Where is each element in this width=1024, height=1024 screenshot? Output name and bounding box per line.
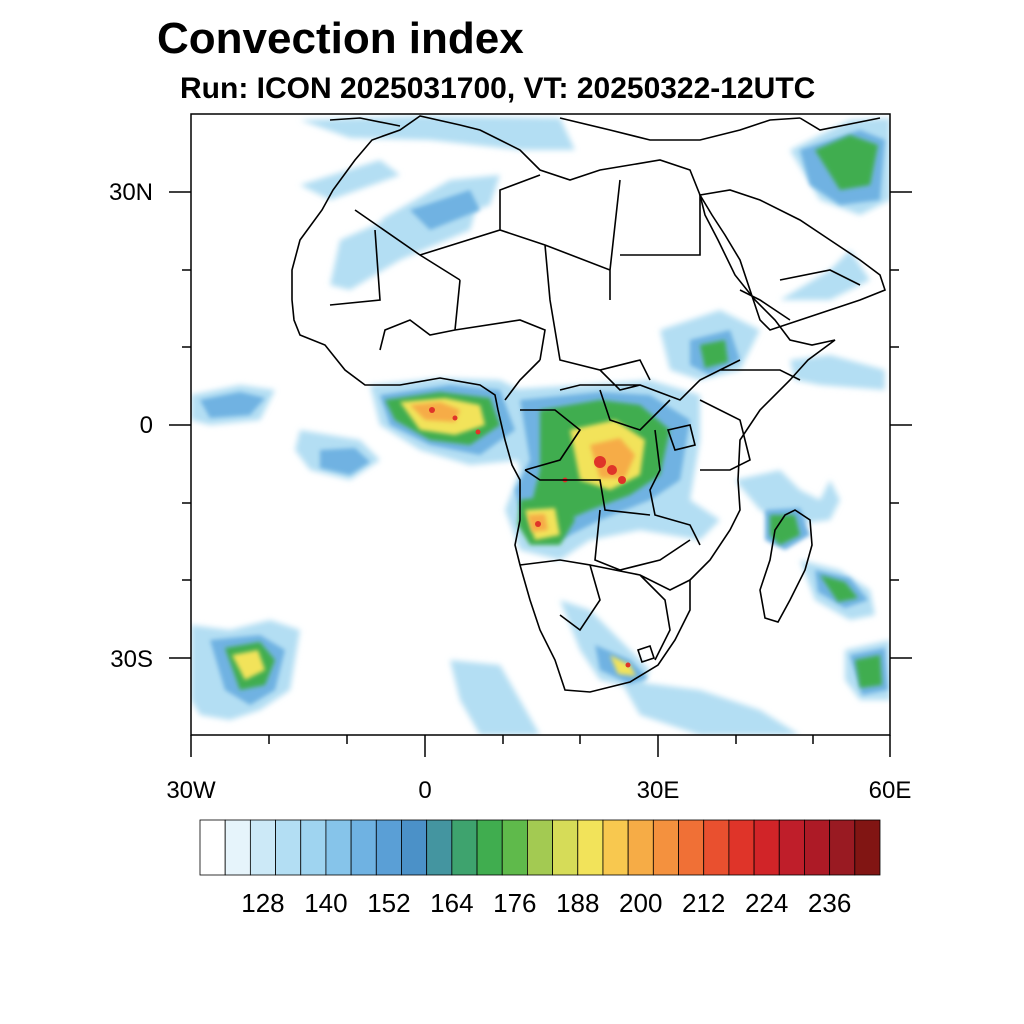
colorbar-swatch: [350, 819, 377, 876]
colorbar-label: 128: [241, 888, 284, 918]
colorbar-swatch: [501, 819, 528, 876]
colorbar-swatch: [199, 819, 226, 876]
coastlines: [291, 115, 886, 693]
colorbar-swatch: [652, 819, 679, 876]
colorbar-swatch: [249, 819, 276, 876]
colorbar-swatch: [426, 819, 453, 876]
colorbar-label: 236: [808, 888, 851, 918]
colorbar-swatch: [753, 819, 780, 876]
colorbar-label: 176: [493, 888, 536, 918]
colorbar-label: 152: [367, 888, 410, 918]
colorbar-label: 200: [619, 888, 662, 918]
colorbar-swatch: [577, 819, 604, 876]
colorbar-swatch: [325, 819, 352, 876]
colorbar-swatch: [451, 819, 478, 876]
lat-label-30n: 30N: [109, 179, 153, 206]
colorbar-swatch: [854, 819, 881, 876]
colorbar-swatch: [778, 819, 805, 876]
colorbar-swatch: [552, 819, 579, 876]
map-title: Convection index: [157, 14, 524, 63]
colorbar-label: 224: [745, 888, 788, 918]
lon-label-30e: 30E: [637, 777, 680, 804]
colorbar-swatch: [300, 819, 327, 876]
lon-label-0: 0: [418, 777, 431, 804]
colorbar-labels: 128 140 152 164 176 188 200 212 224 236: [241, 888, 851, 918]
colorbar-swatch: [627, 819, 654, 876]
colorbar-swatch: [224, 819, 251, 876]
map-subtitle: Run: ICON 2025031700, VT: 20250322-12UTC: [180, 72, 816, 105]
lon-label-60e: 60E: [869, 777, 912, 804]
colorbar-label: 140: [304, 888, 347, 918]
colorbar-swatch: [678, 819, 705, 876]
convection-field: [191, 116, 890, 735]
colorbar-swatch: [602, 819, 629, 876]
lat-label-30s: 30S: [110, 646, 153, 673]
lat-label-0: 0: [140, 412, 153, 439]
colorbar: [199, 819, 881, 876]
colorbar-label: 188: [556, 888, 599, 918]
colorbar-swatch: [527, 819, 553, 876]
colorbar-swatch: [804, 819, 831, 876]
colorbar-label: 212: [682, 888, 725, 918]
colorbar-swatch: [275, 819, 302, 876]
colorbar-label: 164: [430, 888, 473, 918]
colorbar-swatch: [728, 819, 755, 876]
axis-ticks: [169, 191, 912, 757]
colorbar-swatch: [703, 819, 730, 876]
lon-label-30w: 30W: [166, 777, 216, 804]
colorbar-swatch: [829, 819, 856, 876]
colorbar-swatch: [375, 819, 402, 876]
colorbar-swatch: [401, 819, 428, 876]
colorbar-swatch: [476, 819, 503, 876]
